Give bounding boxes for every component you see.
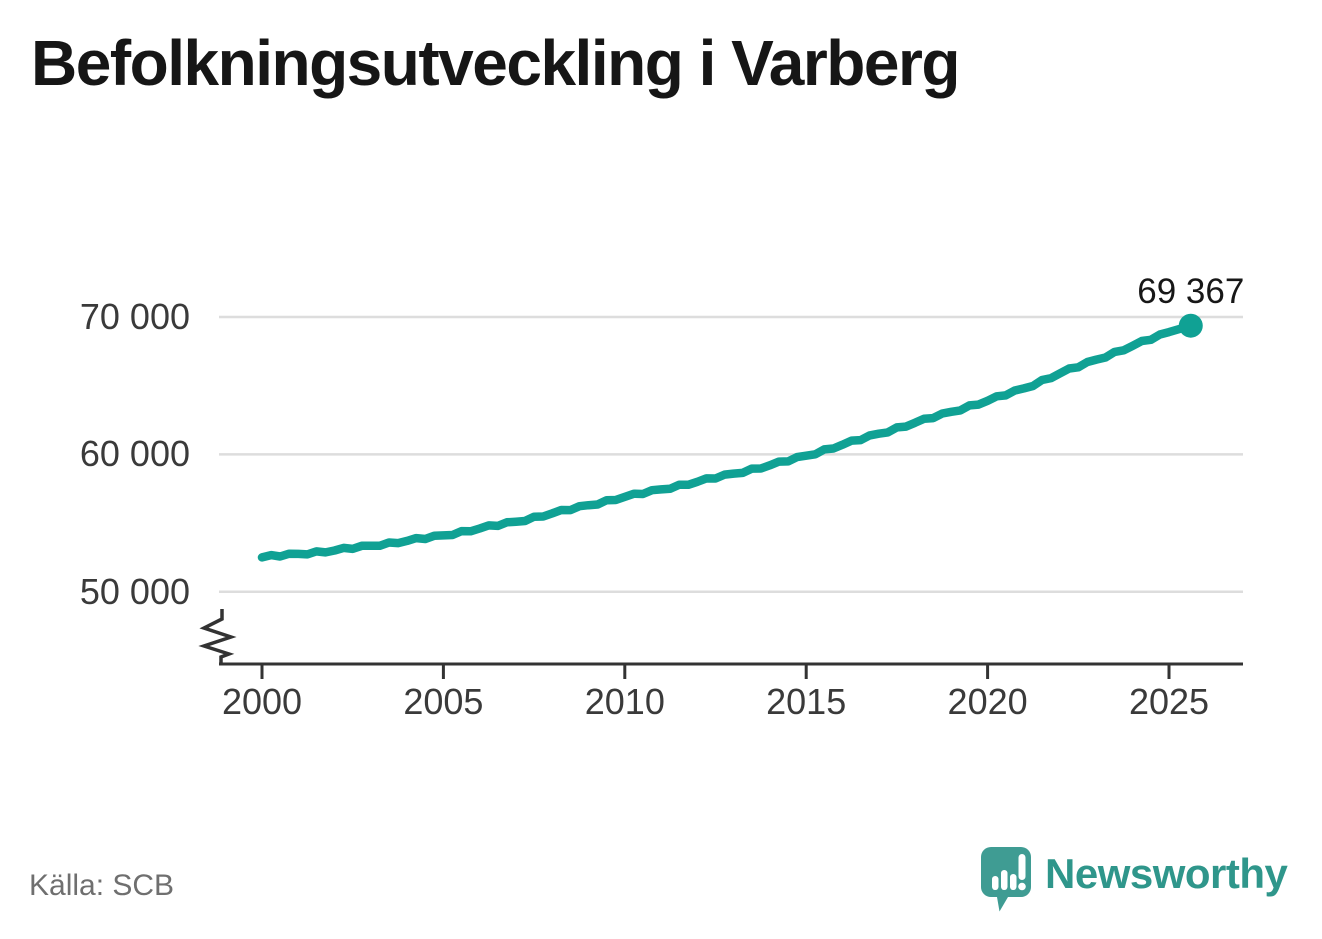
y-axis-label-70000: 70 000 <box>79 296 190 337</box>
x-axis-label-2025: 2025 <box>1128 681 1210 722</box>
latest-point-dot <box>1178 313 1203 338</box>
y-axis-label-60000: 60 000 <box>79 433 190 475</box>
x-axis-label-2000: 2000 <box>221 681 303 722</box>
x-axis-label-2010: 2010 <box>584 681 665 722</box>
newsworthy-logo-icon <box>981 847 1031 912</box>
chart-title: Befolkningsutveckling i Varberg <box>31 27 960 99</box>
x-axis-label-2015: 2015 <box>766 681 847 722</box>
newsworthy-branding: Newsworthy <box>980 846 1288 922</box>
newsworthy-wordmark: Newsworthy <box>1045 850 1288 897</box>
population-line-group <box>257 313 1203 562</box>
x-axis-label-2020: 2020 <box>947 681 1028 722</box>
x-axis <box>219 662 1243 679</box>
gridlines <box>219 315 1243 593</box>
axis-break-icon <box>198 609 237 664</box>
population-line <box>257 321 1196 562</box>
latest-value-label: 69 367 <box>1137 271 1245 311</box>
x-axis-label-2005: 2005 <box>403 681 484 722</box>
y-axis-label-50000: 50 000 <box>79 570 190 612</box>
source-note: Källa: SCB <box>29 869 175 902</box>
